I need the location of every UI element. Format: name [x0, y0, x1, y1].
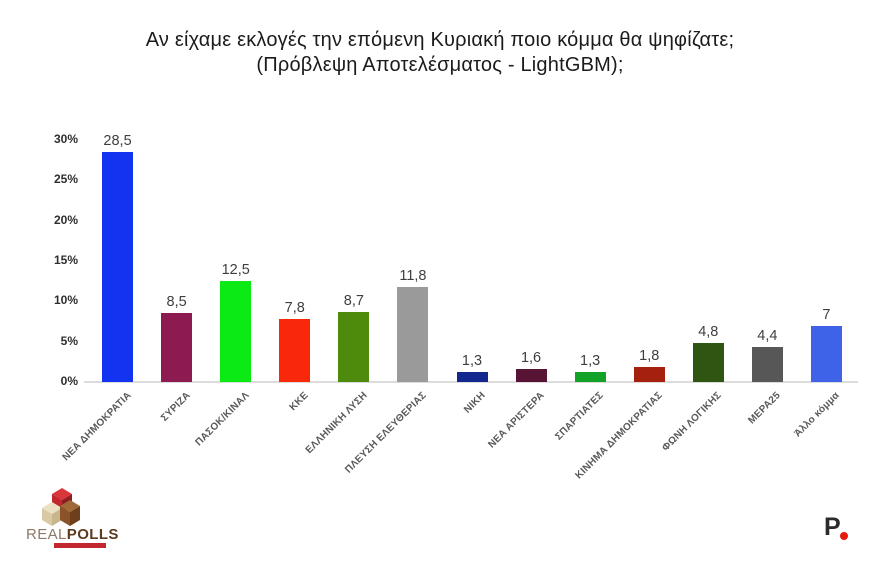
category-label: Άλλο κόμμα — [792, 390, 843, 440]
y-axis-tick: 10% — [53, 293, 78, 308]
chart-title: Αν είχαμε εκλογές την επόμενη Κυριακή πο… — [0, 28, 880, 78]
y-axis-tick: 20% — [53, 212, 78, 227]
chart-title-line2: (Πρόβλεψη Αποτελέσματος - LightGBM); — [256, 54, 624, 76]
bar — [574, 371, 606, 382]
bar — [338, 311, 370, 382]
bar — [279, 319, 311, 382]
realpolls-logo: REALPOLLS — [26, 488, 146, 550]
category-label: ΚΚΕ — [287, 390, 311, 414]
bar-value-label: 4,4 — [757, 327, 778, 344]
bar-value-label: 8,7 — [343, 292, 364, 309]
bar — [102, 152, 134, 382]
category-label: ΜΕΡΑ25 — [746, 390, 784, 427]
bar — [161, 313, 193, 382]
bar — [692, 343, 724, 382]
bar-value-label: 12,5 — [221, 262, 250, 279]
bar — [515, 369, 547, 382]
y-axis-tick: 5% — [60, 333, 78, 348]
realpolls-cubes-icon — [42, 488, 80, 526]
bar-value-label: 8,5 — [166, 294, 187, 311]
bar — [456, 371, 488, 382]
bar — [397, 286, 429, 382]
bar — [751, 346, 783, 382]
bar — [810, 325, 842, 382]
realpolls-wordmark: REALPOLLS — [26, 526, 119, 543]
publisher-letter: P — [824, 513, 841, 541]
bar-value-label: 4,8 — [698, 324, 719, 341]
plot-area: 28,5 ΝΕΑ ΔΗΜΟΚΡΑΤΙΑ 8,5 ΣΥΡΙΖΑ 12,5 ΠΑΣΟΚ/ΚΙΝ… — [60, 133, 856, 481]
y-axis-tick: 30% — [53, 132, 78, 146]
bar-value-label: 1,8 — [639, 348, 660, 365]
category-label: ΣΠΑΡΤΙΑΤΕΣ — [553, 390, 606, 443]
category-label: ΕΛΛΗΝΙΚΗ ΛΥΣΗ — [303, 390, 370, 457]
category-label: ΝΙΚΗ — [462, 390, 488, 416]
bar-value-label: 7,8 — [284, 300, 305, 317]
y-axis-tick: 15% — [53, 253, 78, 267]
category-label: ΠΛΕΥΣΗ ΕΛΕΥΘΕΡΙΑΣ — [343, 390, 429, 476]
bar — [220, 281, 252, 382]
realpolls-word-polls: POLLS — [66, 526, 119, 543]
publisher-logo: P — [824, 514, 864, 544]
y-axis-tick: 25% — [53, 172, 78, 187]
category-label: ΝΕΑ ΑΡΙΣΤΕΡΑ — [486, 390, 547, 451]
bar-value-label: 1,6 — [520, 350, 542, 367]
x-axis-line — [84, 381, 858, 383]
realpolls-tagline-strip — [54, 543, 106, 548]
chart-title-line1: Αν είχαμε εκλογές την επόμενη Κυριακή πο… — [145, 29, 735, 51]
publisher-red-dot-icon — [840, 532, 848, 540]
bar-value-label: 11,8 — [399, 267, 427, 284]
realpolls-word-real: REAL — [26, 526, 67, 543]
category-label: ΚΙΝΗΜΑ ΔΗΜΟΚΡΑΤΙΑΣ — [573, 390, 665, 482]
bar-value-label: 1,3 — [461, 352, 483, 369]
bar-value-label: 28,5 — [103, 133, 132, 150]
category-label: ΦΩΝΗ ΛΟΓΙΚΗΣ — [660, 390, 725, 454]
bar — [633, 367, 665, 382]
bar-value-label: 1,3 — [580, 352, 601, 369]
bar-value-label: 7 — [822, 306, 831, 323]
y-axis-tick: 0% — [60, 374, 78, 388]
